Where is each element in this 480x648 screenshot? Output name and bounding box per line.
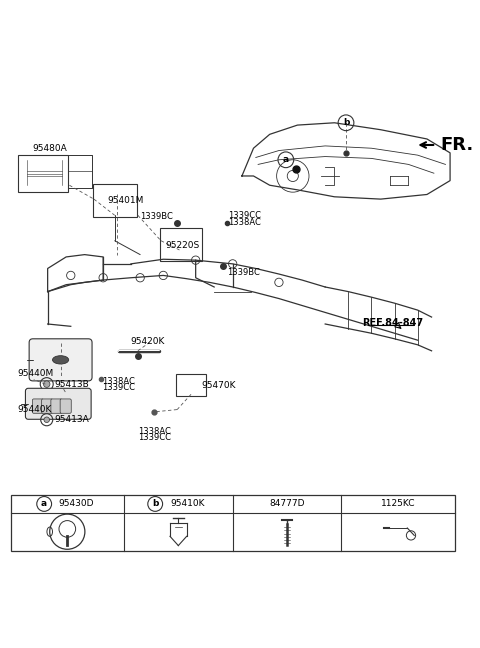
Text: FR.: FR.	[441, 136, 474, 154]
Text: 1338AC: 1338AC	[102, 377, 135, 386]
Text: 84777D: 84777D	[269, 500, 305, 509]
Text: 95420K: 95420K	[130, 337, 164, 346]
FancyBboxPatch shape	[42, 399, 53, 413]
Text: 95430D: 95430D	[59, 500, 94, 509]
Text: REF.84-847: REF.84-847	[362, 318, 423, 328]
FancyBboxPatch shape	[176, 375, 206, 396]
Text: 1339CC: 1339CC	[102, 383, 135, 392]
Text: 1339CC: 1339CC	[138, 433, 171, 442]
Text: 95413A: 95413A	[55, 415, 89, 424]
FancyBboxPatch shape	[25, 388, 91, 419]
Text: 1338AC: 1338AC	[228, 218, 261, 227]
Circle shape	[44, 417, 49, 422]
FancyBboxPatch shape	[159, 228, 202, 260]
Text: 95440M: 95440M	[18, 369, 54, 378]
FancyBboxPatch shape	[51, 399, 62, 413]
Text: 95220S: 95220S	[166, 241, 200, 250]
Text: 1125KC: 1125KC	[381, 500, 415, 509]
Text: 1339BC: 1339BC	[227, 268, 260, 277]
Ellipse shape	[52, 356, 69, 364]
Text: 95470K: 95470K	[201, 380, 236, 389]
FancyBboxPatch shape	[18, 155, 69, 192]
Text: b: b	[343, 119, 349, 127]
Text: b: b	[152, 500, 158, 509]
Text: 95401M: 95401M	[108, 196, 144, 205]
Text: 1339CC: 1339CC	[228, 211, 261, 220]
Text: a: a	[41, 500, 47, 509]
FancyBboxPatch shape	[32, 399, 44, 413]
FancyBboxPatch shape	[29, 339, 92, 381]
Text: 95410K: 95410K	[170, 500, 205, 509]
Text: 1339BC: 1339BC	[141, 213, 173, 222]
Text: 95480A: 95480A	[33, 144, 67, 153]
FancyBboxPatch shape	[93, 184, 137, 216]
Text: 95413B: 95413B	[55, 380, 89, 389]
Text: 1338AC: 1338AC	[138, 426, 171, 435]
Text: a: a	[283, 156, 289, 165]
FancyBboxPatch shape	[60, 399, 71, 413]
Bar	[11, 495, 455, 551]
Text: 95440K: 95440K	[18, 405, 52, 414]
Circle shape	[44, 381, 50, 388]
